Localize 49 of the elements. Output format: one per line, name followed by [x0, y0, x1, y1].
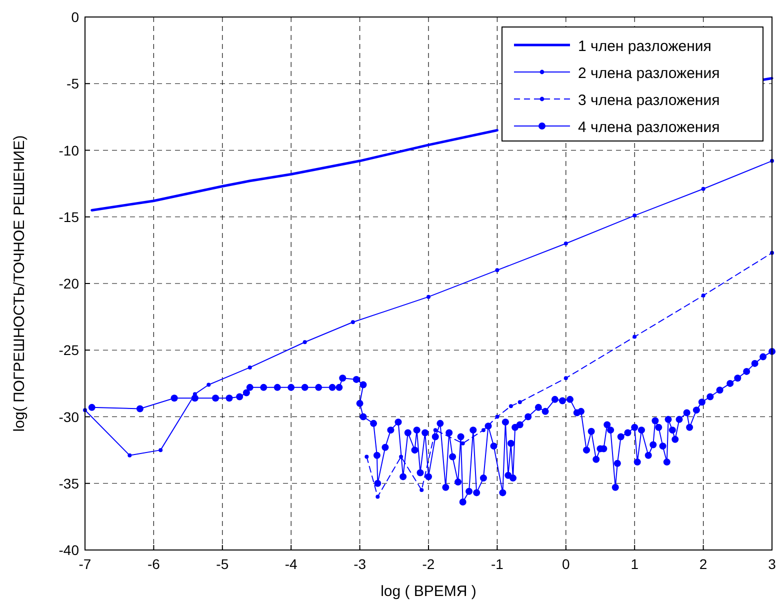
- point: [564, 242, 568, 246]
- y-tick-label: -15: [58, 208, 80, 225]
- y-tick-label: 0: [71, 9, 80, 25]
- point: [433, 428, 438, 432]
- x-tick-label: -6: [147, 556, 160, 572]
- x-axis-title: log ( ВРЕМЯ ): [380, 583, 476, 600]
- point: [302, 340, 307, 344]
- x-tick-label: 2: [699, 556, 708, 572]
- point: [481, 428, 486, 432]
- point: [518, 400, 522, 404]
- point: [350, 320, 355, 324]
- point: [420, 488, 424, 492]
- point: [495, 268, 500, 272]
- x-tick-label: 1: [630, 556, 639, 572]
- point: [495, 414, 500, 419]
- point: [632, 214, 637, 218]
- point: [632, 334, 637, 339]
- point: [508, 404, 513, 408]
- x-tick-label: 0: [562, 556, 570, 572]
- legend-label: 2 члена разложения: [578, 65, 720, 82]
- point: [128, 453, 132, 458]
- point: [701, 186, 706, 191]
- legend-label: 4 члена разложения: [578, 119, 720, 136]
- x-tick-label: -5: [216, 556, 229, 572]
- x-tick-label: -3: [354, 556, 366, 572]
- y-tick-label: -25: [58, 342, 80, 358]
- point: [364, 454, 369, 459]
- x-tick-label: -2: [422, 556, 435, 572]
- legend-label: 1 член разложения: [578, 38, 712, 55]
- y-tick-label: -30: [58, 408, 80, 425]
- x-tick-label: -1: [490, 556, 504, 572]
- x-tick-label: -7: [78, 556, 92, 572]
- x-tick-label: 3: [768, 556, 776, 572]
- point: [248, 365, 252, 370]
- y-tick-label: -10: [58, 142, 80, 158]
- legend-label: 3 члена разложения: [578, 92, 720, 109]
- y-axis-title: log( ПОГРЕШНОСТЬ/ТОЧНОЕ РЕШЕНИЕ): [11, 135, 28, 432]
- point: [701, 293, 706, 298]
- y-tick-label: -40: [58, 542, 80, 558]
- point: [426, 294, 430, 299]
- y-tick-label: -35: [58, 475, 80, 492]
- point: [206, 382, 211, 387]
- point: [460, 441, 465, 446]
- y-tick-label: -20: [58, 276, 80, 292]
- point: [158, 448, 163, 452]
- y-tick-label: -5: [66, 76, 80, 92]
- x-tick-label: -4: [284, 556, 298, 572]
- point: [376, 494, 380, 499]
- point: [564, 376, 568, 380]
